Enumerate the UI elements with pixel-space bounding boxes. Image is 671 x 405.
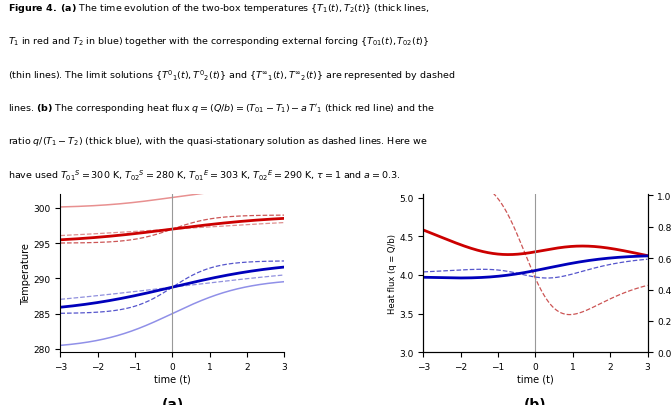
- Y-axis label: Heat flux (q = Q/b): Heat flux (q = Q/b): [388, 233, 397, 313]
- Text: (thin lines). The limit solutions $\{T^0{}_1(t),T^0{}_2(t)\}$ and $\{T^\infty{}_: (thin lines). The limit solutions $\{T^0…: [8, 68, 456, 83]
- Text: $T_1$ in red and $T_2$ in blue) together with the corresponding external forcing: $T_1$ in red and $T_2$ in blue) together…: [8, 35, 429, 48]
- Text: have used $T_{01}{}^S=300$ K, $T_{02}{}^S=280$ K, $T_{01}{}^E=303$ K, $T_{02}{}^: have used $T_{01}{}^S=300$ K, $T_{02}{}^…: [8, 168, 401, 182]
- X-axis label: time (t): time (t): [154, 374, 191, 384]
- Text: ratio $q/(T_1-T_2)$ (thick blue), with the quasi-stationary solution as dashed l: ratio $q/(T_1-T_2)$ (thick blue), with t…: [8, 135, 428, 148]
- Text: lines. $\mathbf{(b)}$ The corresponding heat flux $q=(Q/b)=(T_{01}-T_1)-a\,T'_1$: lines. $\mathbf{(b)}$ The corresponding …: [8, 102, 435, 115]
- Text: $\mathbf{Figure\ 4.}$ $\mathbf{(a)}$ The time evolution of the two-box temperatu: $\mathbf{Figure\ 4.}$ $\mathbf{(a)}$ The…: [8, 2, 430, 15]
- Text: (a): (a): [161, 396, 184, 405]
- Y-axis label: Temperature: Temperature: [21, 243, 31, 304]
- X-axis label: time (t): time (t): [517, 374, 554, 384]
- Text: (b): (b): [524, 396, 547, 405]
